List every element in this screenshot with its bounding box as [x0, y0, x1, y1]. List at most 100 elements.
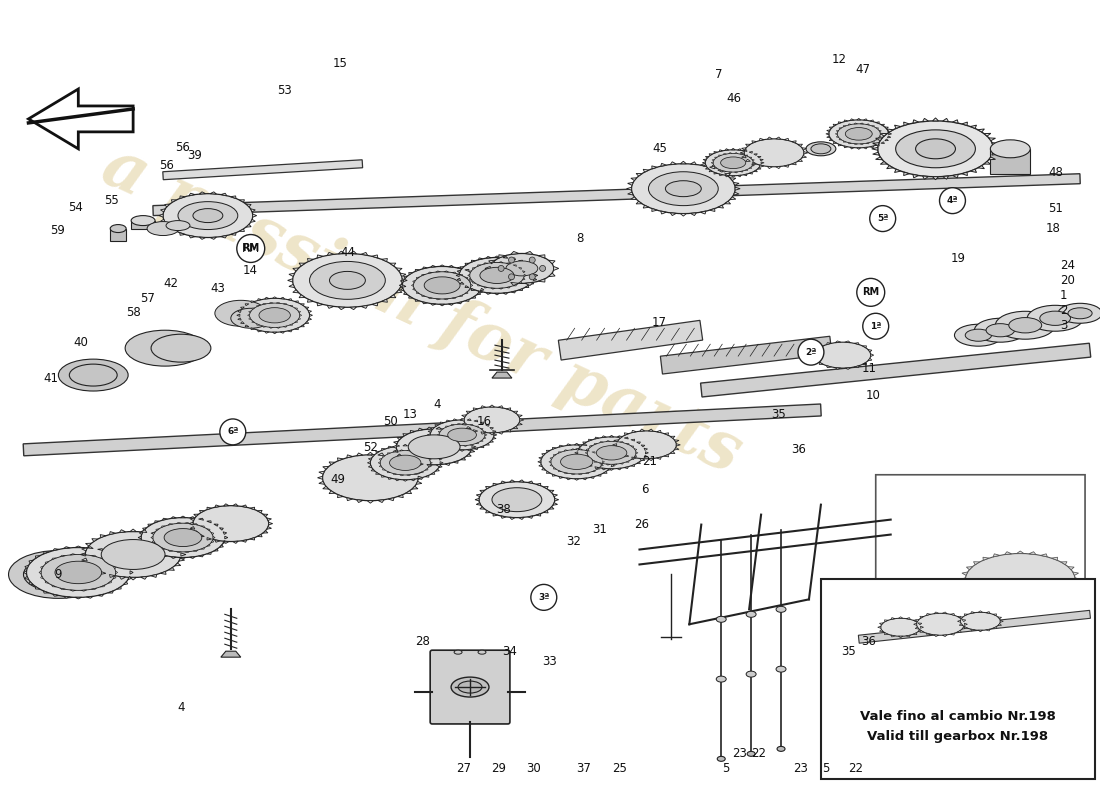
Text: 1ª: 1ª	[870, 322, 881, 330]
Polygon shape	[287, 278, 293, 282]
Polygon shape	[644, 448, 648, 450]
Polygon shape	[156, 544, 160, 546]
Polygon shape	[724, 171, 726, 172]
Ellipse shape	[151, 334, 211, 362]
Polygon shape	[388, 498, 394, 501]
Polygon shape	[223, 504, 229, 506]
Polygon shape	[416, 471, 422, 474]
Polygon shape	[680, 162, 686, 164]
Polygon shape	[288, 298, 292, 301]
Polygon shape	[631, 465, 635, 466]
Polygon shape	[80, 590, 87, 591]
Polygon shape	[870, 146, 873, 148]
Polygon shape	[903, 172, 910, 175]
Polygon shape	[41, 576, 44, 579]
Polygon shape	[476, 502, 481, 506]
Polygon shape	[525, 251, 533, 254]
Ellipse shape	[746, 611, 756, 618]
Ellipse shape	[309, 262, 385, 299]
Polygon shape	[168, 523, 173, 525]
Polygon shape	[408, 296, 412, 298]
Polygon shape	[870, 120, 873, 122]
Polygon shape	[368, 466, 372, 468]
Circle shape	[236, 234, 265, 262]
Polygon shape	[123, 560, 128, 563]
Polygon shape	[460, 418, 464, 421]
Polygon shape	[165, 204, 169, 207]
Polygon shape	[189, 194, 195, 196]
Ellipse shape	[478, 482, 554, 518]
Polygon shape	[211, 541, 213, 542]
Polygon shape	[117, 586, 121, 590]
Polygon shape	[626, 461, 629, 462]
Polygon shape	[219, 545, 223, 547]
Polygon shape	[855, 342, 859, 345]
Polygon shape	[251, 301, 255, 302]
Ellipse shape	[705, 150, 761, 176]
Polygon shape	[420, 453, 424, 454]
Polygon shape	[701, 343, 1091, 397]
Ellipse shape	[955, 324, 1002, 346]
Polygon shape	[263, 530, 268, 533]
Polygon shape	[29, 582, 33, 585]
Text: 27: 27	[456, 762, 472, 775]
Polygon shape	[214, 505, 220, 507]
Polygon shape	[680, 214, 686, 216]
Polygon shape	[606, 441, 610, 442]
Polygon shape	[872, 142, 879, 146]
Polygon shape	[839, 128, 842, 129]
Ellipse shape	[430, 420, 494, 450]
Polygon shape	[953, 120, 958, 123]
Polygon shape	[469, 270, 472, 273]
Polygon shape	[538, 254, 544, 258]
Polygon shape	[536, 514, 541, 516]
Text: 19: 19	[952, 252, 966, 265]
Ellipse shape	[716, 676, 726, 682]
Polygon shape	[81, 558, 87, 561]
Polygon shape	[461, 458, 465, 460]
Polygon shape	[879, 130, 881, 132]
Polygon shape	[967, 589, 972, 592]
Polygon shape	[776, 137, 781, 139]
Polygon shape	[481, 288, 484, 291]
Polygon shape	[232, 504, 238, 506]
Polygon shape	[485, 510, 491, 513]
Polygon shape	[265, 331, 269, 334]
Text: 40: 40	[74, 336, 88, 349]
Polygon shape	[87, 596, 94, 598]
Polygon shape	[449, 266, 453, 267]
Polygon shape	[715, 167, 717, 169]
Polygon shape	[970, 170, 977, 173]
Polygon shape	[238, 318, 241, 320]
Polygon shape	[476, 276, 481, 278]
Text: 57: 57	[140, 292, 155, 305]
Polygon shape	[458, 270, 461, 273]
Polygon shape	[609, 435, 614, 437]
Polygon shape	[491, 288, 495, 289]
Polygon shape	[674, 448, 679, 450]
Polygon shape	[441, 440, 444, 442]
Text: RM: RM	[862, 287, 879, 298]
Polygon shape	[510, 282, 519, 286]
Polygon shape	[194, 550, 198, 551]
Polygon shape	[923, 176, 928, 179]
Polygon shape	[308, 318, 311, 320]
Polygon shape	[585, 452, 587, 454]
Polygon shape	[475, 442, 478, 444]
Polygon shape	[472, 260, 475, 262]
Polygon shape	[590, 446, 592, 447]
Text: 29: 29	[492, 762, 506, 775]
Polygon shape	[200, 547, 205, 549]
Polygon shape	[23, 570, 26, 574]
Polygon shape	[231, 233, 236, 235]
Polygon shape	[283, 326, 287, 327]
Polygon shape	[525, 282, 533, 286]
Polygon shape	[429, 466, 431, 467]
Polygon shape	[456, 423, 461, 425]
Polygon shape	[1072, 572, 1079, 575]
Text: 31: 31	[592, 523, 607, 536]
Polygon shape	[962, 583, 968, 587]
Text: 13: 13	[403, 409, 418, 422]
Polygon shape	[705, 156, 708, 158]
Polygon shape	[512, 258, 516, 260]
